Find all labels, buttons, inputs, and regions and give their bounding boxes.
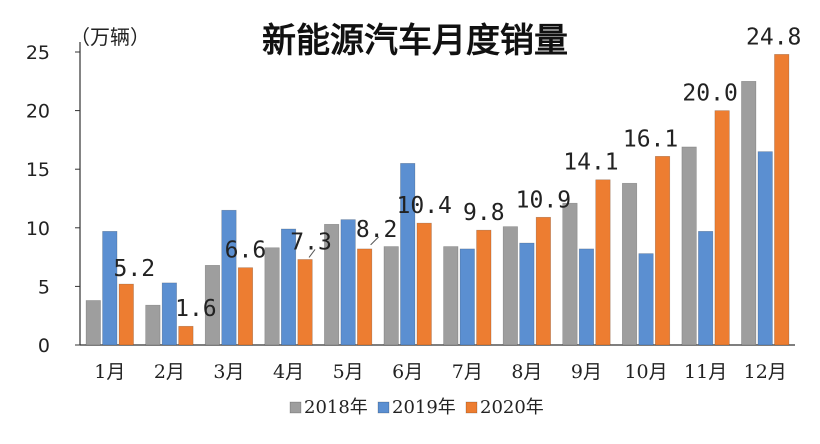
data-label: 5.2: [114, 256, 156, 282]
bar: [383, 246, 399, 346]
data-label: 10.4: [397, 193, 452, 219]
y-tick-label: 25: [26, 42, 50, 64]
data-label: 9.8: [463, 200, 505, 226]
bar: [757, 151, 773, 346]
bar: [161, 282, 177, 346]
data-label: 24.8: [746, 24, 801, 50]
data-label: 14.1: [563, 150, 618, 176]
bar: [400, 163, 416, 346]
x-tick-label: 6月: [392, 361, 423, 383]
bar: [459, 248, 475, 346]
chart-title: 新能源汽车月度销量: [262, 21, 568, 61]
bar: [519, 242, 535, 346]
data-label: 20.0: [682, 81, 737, 107]
bar: [145, 304, 161, 346]
legend-swatch: [465, 401, 478, 414]
bar: [85, 300, 101, 346]
data-label: 10.9: [516, 187, 571, 213]
x-tick-label: 5月: [333, 361, 364, 383]
bar: [578, 248, 595, 346]
unit-label: （万辆）: [70, 25, 150, 49]
x-tick-label: 4月: [273, 361, 304, 383]
bar: [562, 202, 578, 346]
leader-line: [308, 249, 316, 258]
bar: [681, 146, 697, 346]
bar: [535, 216, 551, 346]
bar: [621, 182, 638, 346]
legend-label: 2020年: [480, 397, 544, 418]
x-tick-label: 10月: [624, 361, 667, 383]
legend-label: 2019年: [392, 397, 456, 418]
y-tick-label: 10: [26, 218, 50, 240]
x-tick-label: 11月: [684, 361, 727, 383]
bar: [654, 156, 671, 346]
bar: [221, 209, 237, 346]
bar: [443, 246, 459, 346]
bar: [340, 219, 356, 346]
x-tick-label: 12月: [744, 361, 787, 383]
bar: [502, 226, 518, 346]
bars: [85, 54, 790, 346]
legend-label: 2018年: [304, 397, 368, 418]
y-tick-label: 5: [38, 276, 50, 298]
x-tick-label: 1月: [94, 361, 125, 383]
x-tick-label: 7月: [452, 361, 483, 383]
y-tick-label: 0: [38, 335, 50, 357]
leader-line: [370, 236, 379, 246]
bar: [237, 267, 254, 346]
bar: [416, 222, 432, 346]
bar: [324, 223, 340, 346]
bar: [741, 81, 757, 346]
x-tick-label: 2月: [154, 361, 185, 383]
bar: [357, 248, 373, 346]
bar: [297, 259, 313, 346]
x-tick-label: 9月: [571, 361, 602, 383]
bar: [714, 110, 730, 346]
x-tick-label: 8月: [511, 361, 542, 383]
bar: [102, 231, 118, 346]
bar: [204, 265, 221, 346]
data-label: 7.3: [290, 229, 332, 255]
data-labels: 5.21.66.6 7.3 8.210.4 9.8 10.914.116.120.024…: [114, 24, 802, 322]
bar: [280, 228, 297, 346]
bar: [118, 283, 134, 346]
bar: [638, 253, 654, 346]
legend-swatch: [377, 401, 390, 414]
bar: [698, 231, 714, 346]
y-tick-label: 15: [26, 159, 50, 181]
bar: [264, 247, 280, 346]
axes: 0 5 10 15 20 25 1月 2月 3月 4月 5月 6月 7月 8月 9月 10月 11月 12月: [26, 42, 795, 383]
data-label: 6.6: [225, 238, 267, 264]
bar: [595, 179, 611, 346]
bar: [774, 54, 790, 346]
legend-swatch: [289, 401, 302, 414]
y-tick-label: 20: [26, 101, 50, 123]
data-label: 1.6: [175, 296, 217, 322]
legend: 2018年 2019年 2020年: [289, 397, 544, 418]
bar: [476, 229, 492, 346]
x-tick-label: 3月: [213, 361, 244, 383]
data-label: 16.1: [623, 126, 678, 152]
bar: [178, 325, 194, 346]
